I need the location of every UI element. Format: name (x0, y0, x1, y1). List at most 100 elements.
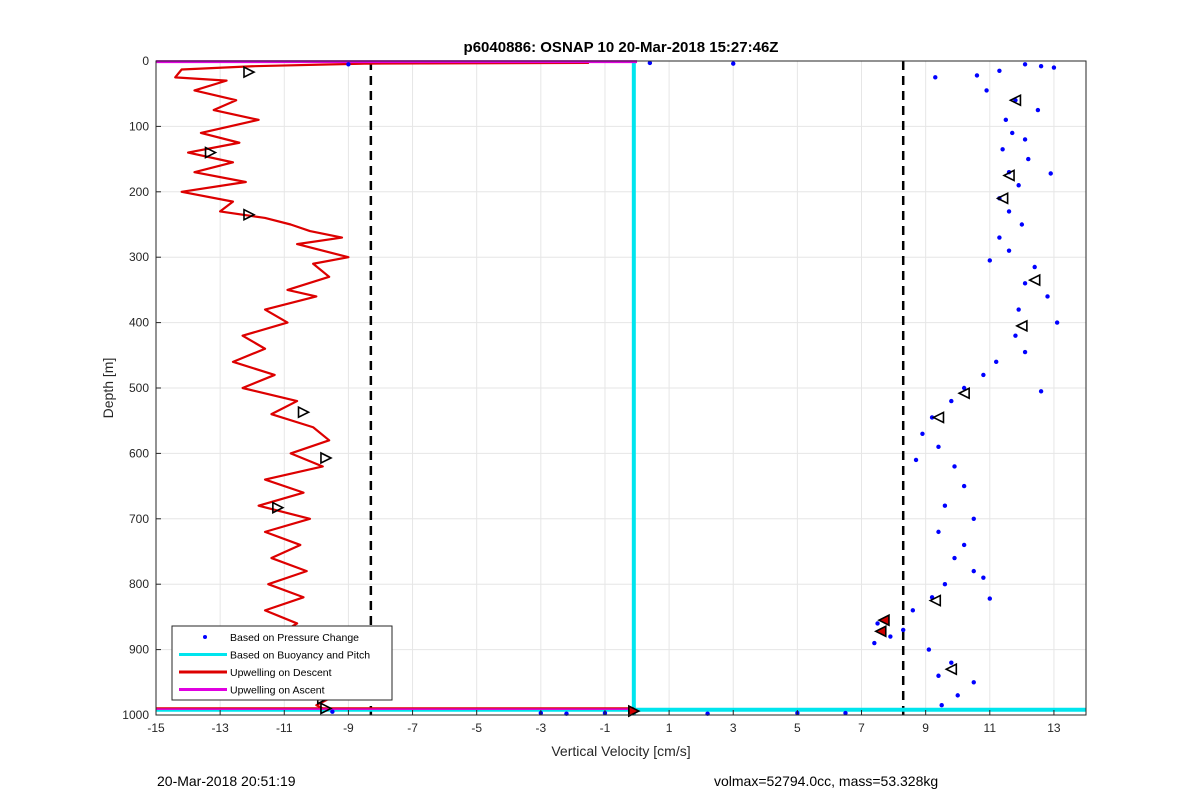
pressure-point (346, 62, 351, 67)
x-tick-label: -7 (407, 721, 418, 735)
pressure-point (936, 673, 941, 678)
series-layer (156, 60, 1086, 718)
mass-footer: volmax=52794.0cc, mass=53.328kg (714, 773, 939, 789)
pressure-point (984, 88, 989, 93)
legend-label: Upwelling on Ascent (230, 685, 325, 697)
pressure-point (952, 464, 957, 469)
pressure-point (920, 431, 925, 436)
pressure-point (949, 660, 954, 665)
x-tick-label: -3 (535, 721, 546, 735)
pressure-point (1013, 333, 1018, 338)
triangle-marker (928, 594, 942, 607)
pressure-point (987, 258, 992, 263)
pressure-point (997, 235, 1002, 240)
pressure-point (939, 702, 944, 708)
pressure-point (1026, 156, 1031, 162)
pressure-point (1006, 248, 1012, 253)
pressure-point (910, 608, 916, 613)
triangle-marker (995, 192, 1009, 205)
pressure-point (1032, 264, 1037, 270)
triangle-marker (873, 624, 887, 638)
legend-label: Upwelling on Descent (230, 667, 332, 679)
x-tick-label: 3 (730, 721, 737, 735)
legend-label: Based on Buoyancy and Pitch (230, 650, 370, 662)
pressure-point (936, 529, 941, 535)
pressure-point (926, 647, 932, 652)
x-tick-label: 9 (922, 721, 929, 735)
pressure-point (1022, 281, 1028, 286)
y-tick-label: 500 (129, 381, 149, 395)
pressure-point (647, 60, 653, 66)
x-axis-label: Vertical Velocity [cm/s] (551, 743, 690, 759)
y-tick-label: 300 (129, 250, 149, 264)
triangle-marker (243, 65, 256, 79)
pressure-point (942, 503, 948, 508)
pressure-point (875, 621, 880, 626)
y-tick-label: 0 (142, 54, 149, 68)
pressure-point (1003, 117, 1009, 123)
triangle-marker (320, 451, 333, 465)
triangle-marker (204, 146, 218, 159)
y-tick-label: 1000 (122, 708, 149, 722)
pressure-point (1038, 389, 1044, 394)
pressure-point (1051, 65, 1057, 70)
y-tick-label: 700 (129, 512, 149, 526)
descent-line (174, 61, 589, 710)
pressure-point (974, 73, 980, 78)
x-tick-label: 5 (794, 721, 801, 735)
pressure-point (1022, 62, 1028, 67)
pressure-point (731, 61, 736, 66)
legend-swatch (203, 635, 207, 639)
triangle-marker (1008, 93, 1022, 107)
pressure-point (901, 627, 906, 633)
y-tick-label: 900 (129, 643, 149, 657)
legend-box (171, 625, 393, 701)
pressure-point (949, 398, 954, 404)
axes: -15 -13 -11 -9 -7 -5 -3 -1 1 3 5 7 9 11 13010020030040… (122, 54, 1087, 735)
pressure-point (971, 516, 976, 521)
timestamp-footer: 20-Mar-2018 20:51:19 (157, 773, 296, 789)
pressure-point (1035, 107, 1041, 113)
plot-frame (155, 60, 1087, 716)
x-tick-label: -5 (471, 721, 482, 735)
pressure-point (913, 457, 919, 463)
triangle-marker (931, 411, 945, 424)
triangle-marker (877, 613, 890, 627)
x-tick-label: -15 (147, 721, 165, 735)
pressure-point (933, 75, 938, 80)
triangle-marker (297, 405, 311, 419)
triangle-marker (1027, 273, 1041, 287)
pressure-point (981, 372, 986, 378)
pressure-point (961, 483, 967, 489)
pressure-point (1022, 137, 1028, 142)
y-tick-label: 100 (129, 119, 149, 133)
legend-label: Based on Pressure Change (230, 632, 359, 644)
triangle-marker (628, 704, 641, 718)
chart-title: p6040886: OSNAP 10 20-Mar-2018 15:27:46Z (464, 39, 779, 56)
legend: Based on Pressure Change Based on Buoyanc… (171, 625, 393, 701)
pressure-point (942, 582, 948, 587)
triangle-marker (1015, 319, 1028, 333)
pressure-point (888, 634, 893, 639)
triangle-marker (944, 662, 958, 676)
pressure-point (1006, 209, 1012, 214)
y-tick-label: 400 (129, 316, 149, 330)
triangle-marker (272, 501, 285, 514)
pressure-point (1016, 183, 1021, 188)
pressure-point (997, 68, 1002, 74)
pressure-point (1010, 130, 1015, 136)
pressure-point (1048, 171, 1053, 176)
pressure-point (872, 640, 877, 646)
x-tick-label: 11 (984, 721, 997, 735)
x-tick-label: 7 (858, 721, 865, 735)
pressure-point (971, 568, 976, 574)
pressure-point (955, 693, 960, 698)
triangle-marker (243, 208, 256, 221)
pressure-point (1016, 307, 1021, 312)
pressure-point (971, 680, 976, 685)
x-tick-label: -1 (600, 721, 611, 735)
y-tick-label: 600 (129, 446, 149, 460)
x-tick-label: -13 (211, 721, 229, 735)
triangle-marker (320, 702, 333, 715)
